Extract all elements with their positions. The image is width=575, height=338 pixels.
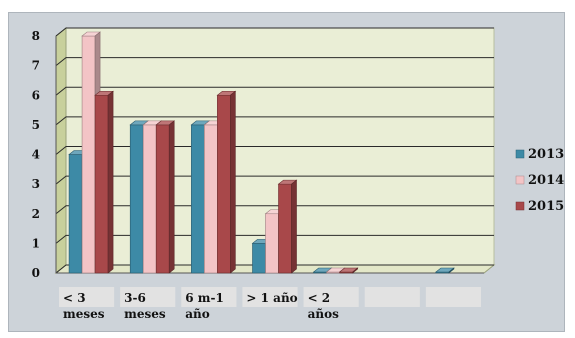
y-tick-label: 4 (32, 148, 40, 162)
y-axis-ticks: 0 1 2 3 4 5 6 7 8 (32, 29, 40, 280)
gridline (55, 264, 494, 274)
gridline (55, 57, 494, 67)
legend-swatch-2013 (515, 149, 525, 159)
x-tick-label: > 1 año (246, 291, 297, 305)
x-category-box (242, 287, 298, 307)
y-tick-label: 1 (32, 236, 40, 250)
gridline (55, 175, 494, 185)
legend-label-2014: 2014 (528, 173, 564, 188)
gridline (55, 27, 494, 37)
bar-2015 (94, 90, 114, 274)
legend: 2013 2014 2015 (515, 147, 564, 214)
x-category-box (425, 287, 481, 307)
y-tick-label: 5 (32, 118, 40, 132)
legend-label-2013: 2013 (528, 147, 564, 162)
gridline (55, 146, 494, 155)
x-category-box (59, 287, 115, 307)
x-category-box (120, 287, 176, 307)
y-tick-label: 6 (32, 88, 40, 102)
legend-swatch-2015 (515, 201, 525, 211)
x-tick-label: 6 m-1 (185, 291, 224, 305)
y-tick-label: 0 (32, 266, 40, 280)
gridline (55, 205, 494, 215)
bars (68, 31, 455, 274)
x-category-box (364, 287, 420, 307)
bar-2015 (155, 120, 176, 274)
bar-2015 (216, 90, 237, 274)
legend-swatch-2014 (515, 175, 525, 185)
gridline (55, 86, 494, 96)
y-tick-label: 3 (32, 177, 40, 191)
y-tick-label: 8 (32, 29, 40, 43)
x-tick-label: < 2 (308, 291, 331, 305)
gridline (55, 116, 494, 126)
x-category-box (181, 287, 237, 307)
y-tick-label: 2 (32, 207, 40, 221)
x-category-box (303, 287, 359, 307)
x-tick-label: 3-6 (124, 291, 146, 305)
bar-2013 (435, 267, 455, 274)
legend-label-2015: 2015 (528, 199, 564, 214)
bar-2015 (277, 179, 298, 274)
x-tick-label: < 3 (63, 291, 86, 305)
x-tick-label: meses (63, 307, 105, 321)
x-tick-label: año (185, 307, 210, 321)
x-tick-label: meses (124, 307, 166, 321)
y-tick-label: 7 (32, 59, 40, 73)
x-axis-labels: < 3 meses 3-6 meses 6 m-1 año > 1 año < 2 años (59, 287, 481, 321)
gridline (55, 234, 494, 244)
bar-2015 (338, 267, 359, 274)
x-tick-label: años (308, 307, 340, 321)
